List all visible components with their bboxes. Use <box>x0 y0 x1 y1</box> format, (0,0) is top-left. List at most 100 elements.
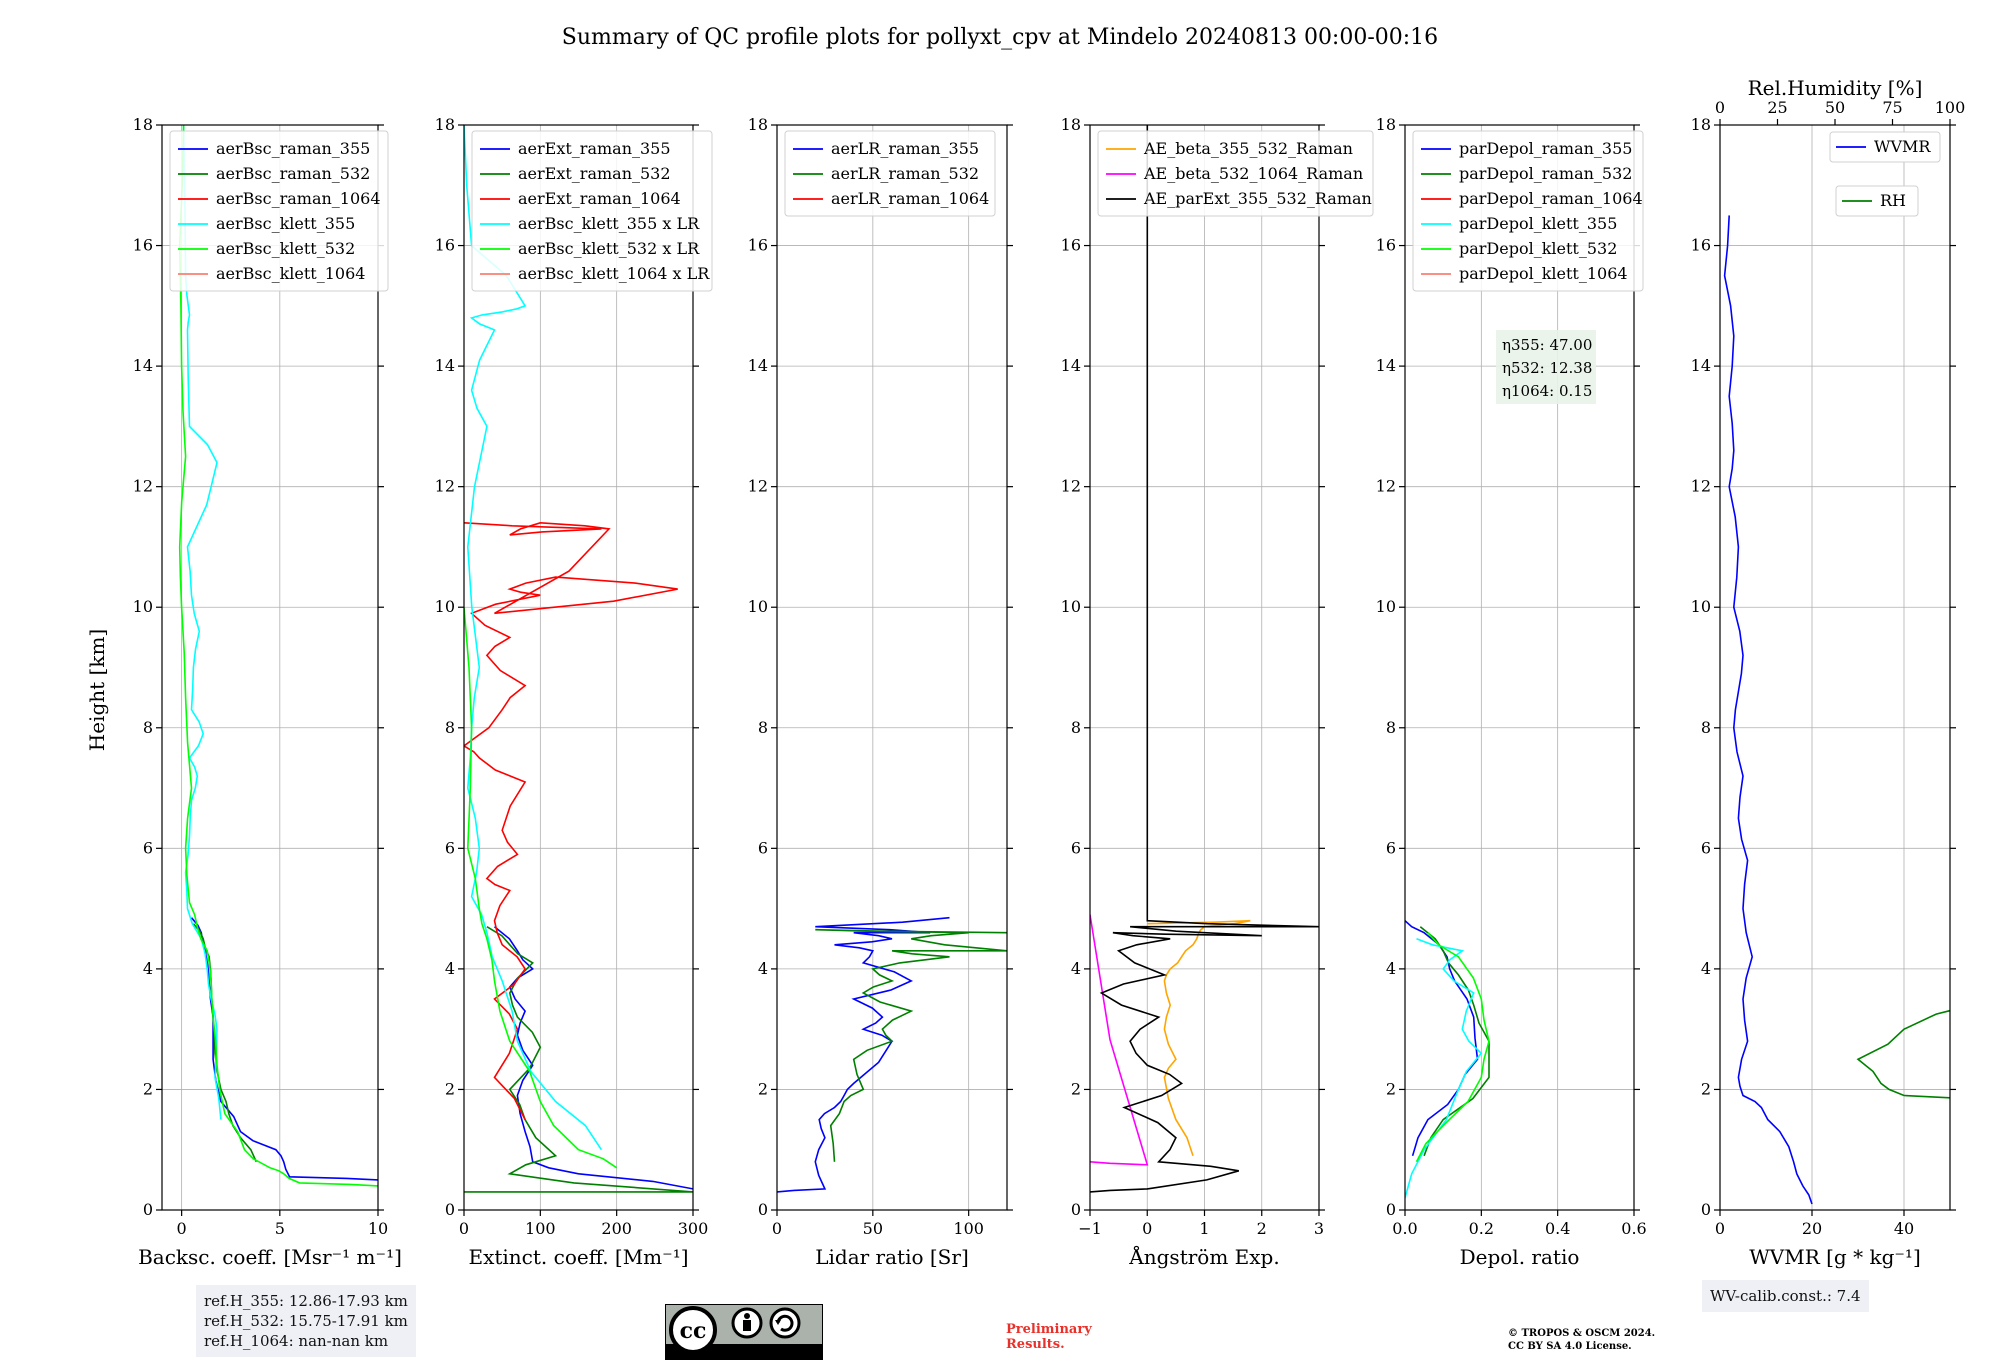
y-tick-label: 4 <box>1701 959 1711 978</box>
y-tick-label: 10 <box>1376 597 1396 616</box>
x-tick-label: 5 <box>275 1219 285 1238</box>
y-tick-label: 2 <box>445 1079 455 1098</box>
legend-entry: aerExt_raman_1064 <box>518 189 681 208</box>
y-tick-label: 0 <box>758 1200 768 1219</box>
legend-entry: aerBsc_klett_1064 x LR <box>518 264 710 283</box>
copyright-line-2: CC BY SA 4.0 License. <box>1508 1341 1632 1352</box>
y-tick-label: 16 <box>1691 236 1711 255</box>
x-tick-label: 100 <box>525 1219 556 1238</box>
panel-frame <box>161 124 379 1211</box>
series-RH <box>1856 937 1950 1099</box>
legend-entry: parDepol_raman_355 <box>1459 139 1632 158</box>
y-tick-label: 8 <box>758 718 768 737</box>
series-parDepol_klett_532 <box>1415 932 1490 1163</box>
y-tick-label: 12 <box>748 477 768 496</box>
y-tick-label: 14 <box>435 356 455 375</box>
series-aerBsc_klett_532 x LR <box>464 607 618 1169</box>
eta-value: η355: 47.00 <box>1502 336 1592 354</box>
eta-value: η1064: 0.15 <box>1502 382 1592 400</box>
y-tick-label: 18 <box>435 115 455 134</box>
y-tick-label: 8 <box>143 718 153 737</box>
legend-box <box>169 130 389 292</box>
y-tick-label: 14 <box>133 356 153 375</box>
legend-entry: aerBsc_raman_1064 <box>216 189 381 208</box>
svg-text:cc: cc <box>680 1318 707 1344</box>
x2-tick-label: 0 <box>1715 98 1725 117</box>
ref-height-1064: ref.H_1064: nan-nan km <box>204 1332 389 1350</box>
y-tick-label: 6 <box>1701 838 1711 857</box>
x-axis-label: Ångström Exp. <box>1128 1244 1279 1269</box>
y-tick-label: 2 <box>1701 1079 1711 1098</box>
x-tick-label: −1 <box>1078 1219 1102 1238</box>
y-tick-label: 4 <box>445 959 455 978</box>
y-tick-label: 8 <box>1071 718 1081 737</box>
x-tick-label: 0.6 <box>1621 1219 1646 1238</box>
y-tick-label: 4 <box>143 959 153 978</box>
eta-box <box>1496 330 1596 404</box>
y-tick-label: 2 <box>1071 1079 1081 1098</box>
panel-frame <box>1404 124 1635 1211</box>
x-tick-label: 0 <box>772 1219 782 1238</box>
series-WVMR <box>1723 215 1813 1205</box>
series-aerBsc_klett_355 x LR <box>464 125 603 1151</box>
y-tick-label: 2 <box>1386 1079 1396 1098</box>
y-tick-label: 6 <box>445 838 455 857</box>
y-tick-label: 18 <box>1376 115 1396 134</box>
y-tick-label: 6 <box>1071 838 1081 857</box>
y-tick-label: 0 <box>1701 1200 1711 1219</box>
legend-entry: parDepol_raman_532 <box>1459 164 1632 183</box>
series-parDepol_klett_355 <box>1405 938 1483 1199</box>
series-aerBsc_raman_532 <box>192 923 258 1163</box>
legend-box <box>784 130 996 217</box>
y-tick-label: 10 <box>1061 597 1081 616</box>
y-tick-label: 16 <box>1376 236 1396 255</box>
y-tick-label: 18 <box>1691 115 1711 134</box>
figure-title: Summary of QC profile plots for pollyxt_… <box>562 25 1438 50</box>
x-tick-label: 0.2 <box>1469 1219 1494 1238</box>
legend-box <box>1097 130 1374 217</box>
x-tick-label: 0 <box>459 1219 469 1238</box>
y-tick-label: 16 <box>435 236 455 255</box>
ref-height-532: ref.H_532: 15.75-17.91 km <box>204 1312 408 1330</box>
copyright-line-1: © TROPOS & OSCM 2024. <box>1508 1328 1656 1339</box>
panel-frame <box>1719 124 1951 1211</box>
legend-entry: aerLR_raman_1064 <box>831 189 989 208</box>
legend-entry: aerLR_raman_355 <box>831 139 979 158</box>
x2-tick-label: 50 <box>1825 98 1845 117</box>
x2-axis-label: Rel.Humidity [%] <box>1748 76 1923 100</box>
x-tick-label: 40 <box>1894 1219 1914 1238</box>
legend-box <box>1412 130 1644 292</box>
legend-entry: aerBsc_klett_532 x LR <box>518 239 700 258</box>
series-aerExt_raman_1064 <box>464 521 678 1120</box>
x-axis-label: Lidar ratio [Sr] <box>815 1245 969 1269</box>
y-tick-label: 0 <box>143 1200 153 1219</box>
panel-2: 0 2 4 6 8 10 12 14 16 18 0 100 200 300 Extinct. coeff.… <box>435 115 713 1269</box>
y-tick-label: 14 <box>1376 356 1396 375</box>
y-tick-label: 12 <box>1376 477 1396 496</box>
x-tick-label: 0 <box>1142 1219 1152 1238</box>
copyright-note: © TROPOS & OSCM 2024. CC BY SA 4.0 Licen… <box>1508 1327 1708 1353</box>
legend-entry: parDepol_klett_355 <box>1459 214 1617 233</box>
legend-entry: aerExt_raman_532 <box>518 164 671 183</box>
x-tick-label: 10 <box>368 1219 388 1238</box>
y-tick-label: 10 <box>1691 597 1711 616</box>
legend-box <box>471 130 713 292</box>
preliminary-note: Preliminary Results. <box>1006 1322 1126 1352</box>
legend-entry: aerBsc_klett_355 <box>216 214 355 233</box>
y-tick-label: 10 <box>133 597 153 616</box>
legend-box <box>1829 131 1941 163</box>
x-tick-label: 0.4 <box>1545 1219 1570 1238</box>
panel-frame <box>463 124 694 1211</box>
x-tick-label: 1 <box>1199 1219 1209 1238</box>
series-aerBsc_klett_355 <box>182 125 222 1120</box>
series-aerExt_raman_532 <box>464 926 693 1193</box>
legend-entry: WVMR <box>1874 137 1931 156</box>
series-AE_parExt_355_532_Raman <box>1090 125 1319 1193</box>
cc-by-sa-badge-icon: cc BY SA <box>665 1304 823 1360</box>
x-tick-label: 200 <box>601 1219 632 1238</box>
y-tick-label: 12 <box>1691 477 1711 496</box>
y-tick-label: 0 <box>1386 1200 1396 1219</box>
